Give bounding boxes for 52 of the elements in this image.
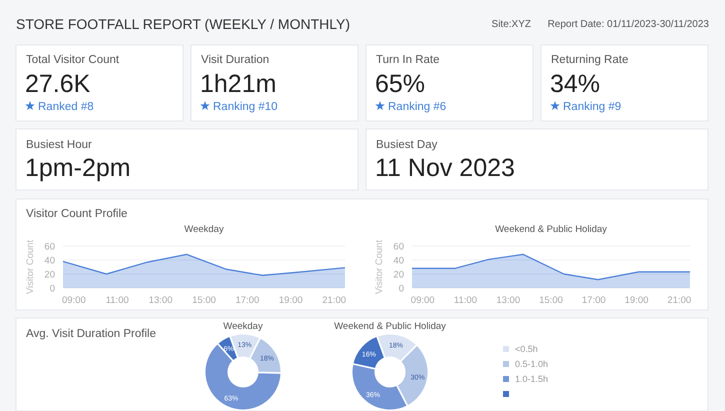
y-tick-label: 20 xyxy=(393,270,404,280)
x-tick-label: 19:00 xyxy=(624,295,648,306)
text: Avg. Visit Duration Profile xyxy=(26,328,156,340)
text: Report Date: 01/11/2023-30/11/2023 xyxy=(548,19,710,30)
x-tick-label: 21:00 xyxy=(667,295,692,306)
text: Ranking #10 xyxy=(213,101,278,113)
y-tick-label: 20 xyxy=(44,270,55,280)
text: 65% xyxy=(375,70,426,98)
y-tick-label: 0 xyxy=(50,284,55,294)
text: Visit Duration xyxy=(201,54,270,66)
text: 1pm-2pm xyxy=(25,154,131,182)
x-tick-label: 13:00 xyxy=(496,295,520,306)
text: Site:XYZ xyxy=(492,19,531,30)
y-axis-title: Visitor Count xyxy=(25,240,36,294)
chart-title: Weekday xyxy=(184,224,224,235)
text: Total Visitor Count xyxy=(26,54,120,66)
x-tick-label: 17:00 xyxy=(235,295,260,306)
y-tick-label: 60 xyxy=(44,242,55,252)
text: STORE FOOTFALL REPORT (WEEKLY / MONTHLY) xyxy=(16,16,350,32)
x-tick-label: 09:00 xyxy=(62,295,86,306)
text: Ranking #6 xyxy=(388,101,446,113)
text: 1h21m xyxy=(200,70,276,98)
text: 34% xyxy=(550,70,600,98)
x-tick-label: 19:00 xyxy=(278,295,303,306)
text: Ranking #9 xyxy=(563,101,622,113)
text: Turn In Rate xyxy=(376,54,440,66)
y-tick-label: 0 xyxy=(398,284,404,294)
x-tick-label: 17:00 xyxy=(582,295,606,306)
chart-title: Weekend & Public Holiday xyxy=(495,224,608,235)
legend-label: <0.5h xyxy=(515,344,538,354)
y-tick-label: 60 xyxy=(393,242,404,252)
text: Visitor Count Profile xyxy=(26,208,128,220)
legend-label: 0.5-1.0h xyxy=(515,359,548,369)
y-tick-label: 40 xyxy=(44,256,55,266)
slice-label: Weekend & Public Holiday xyxy=(334,321,446,332)
x-tick-label: 11:00 xyxy=(106,295,129,306)
text: 11 Nov 2023 xyxy=(375,154,515,182)
x-tick-label: 13:00 xyxy=(148,295,173,306)
y-tick-label: 40 xyxy=(393,256,404,266)
text: 27.6K xyxy=(25,70,91,98)
text: Busiest Hour xyxy=(26,139,92,151)
slice-label: Weekday xyxy=(223,321,263,332)
x-tick-label: 11:00 xyxy=(454,295,477,306)
x-tick-label: 21:00 xyxy=(322,295,346,306)
x-tick-label: 09:00 xyxy=(410,295,435,306)
text: Ranked #8 xyxy=(38,101,94,113)
text: Returning Rate xyxy=(551,54,628,66)
x-tick-label: 15:00 xyxy=(539,295,563,306)
legend-label: 1.0-1.5h xyxy=(515,374,548,384)
y-axis-title: Visitor Count xyxy=(374,240,385,294)
x-tick-label: 15:00 xyxy=(192,295,216,306)
text: Busiest Day xyxy=(376,139,438,151)
